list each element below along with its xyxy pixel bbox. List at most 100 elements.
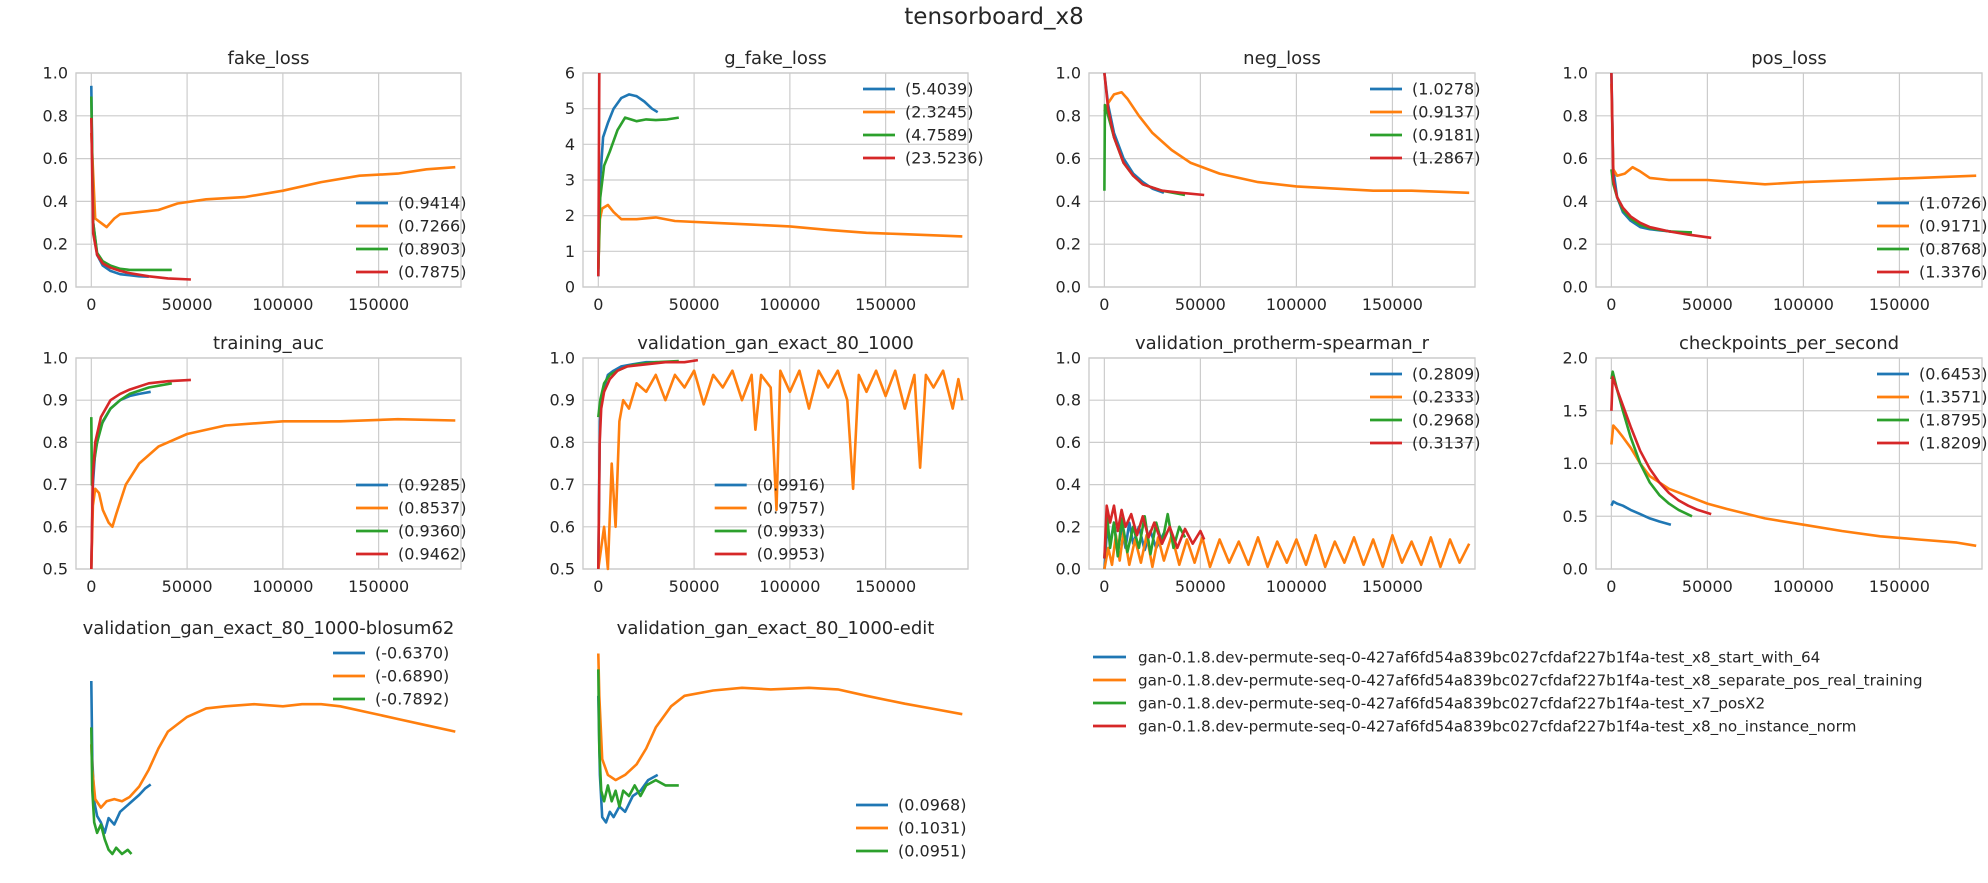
legend-label: (0.3137)	[1412, 434, 1480, 453]
legend-label: (0.0968)	[898, 796, 966, 815]
legend-label: (0.9171)	[1919, 217, 1987, 236]
legend-label: (2.3245)	[905, 103, 973, 122]
y-tick-label: 1	[565, 242, 575, 261]
x-tick-label: 150000	[1869, 577, 1930, 596]
y-tick-label: 0.8	[43, 433, 68, 452]
legend-label: (5.4039)	[905, 80, 973, 99]
y-tick-label: 1.0	[1563, 64, 1588, 83]
series-line	[90, 132, 456, 229]
series-line	[1610, 370, 1693, 518]
series-line	[90, 727, 133, 856]
legend-label: (-0.6370)	[375, 644, 449, 663]
legend-label: (1.8209)	[1919, 434, 1987, 453]
y-tick-label: 0.9	[43, 391, 68, 410]
legend-label: (1.3571)	[1919, 388, 1987, 407]
series-line	[597, 203, 963, 270]
series-line	[90, 378, 191, 570]
y-tick-label: 0.2	[43, 235, 68, 254]
x-tick-label: 0	[593, 577, 603, 596]
y-tick-label: 1.0	[43, 349, 68, 368]
y-tick-label: 1.0	[1056, 64, 1081, 83]
legend-label: (0.8768)	[1919, 240, 1987, 259]
plot-frame	[1595, 357, 1983, 570]
series-line	[597, 695, 659, 824]
y-tick-label: 0.6	[1563, 149, 1588, 168]
x-tick-label: 100000	[252, 577, 313, 596]
legend-label: (0.9137)	[1412, 103, 1480, 122]
plot-frame	[75, 357, 462, 570]
series-line	[597, 369, 964, 571]
legend-label: (0.9414)	[398, 194, 466, 213]
legend-label: (0.7266)	[398, 217, 466, 236]
legend-label: (0.9916)	[757, 476, 825, 495]
legend-label: (0.9360)	[398, 522, 466, 541]
x-tick-label: 150000	[348, 577, 409, 596]
x-tick-label: 50000	[1175, 577, 1226, 596]
plot-frame	[1088, 357, 1476, 570]
y-tick-label: 4	[565, 135, 575, 154]
x-tick-label: 100000	[252, 295, 313, 314]
series-line	[1610, 72, 1672, 233]
chart-title: g_fake_loss	[724, 48, 826, 69]
chart-title: checkpoints_per_second	[1679, 333, 1899, 354]
y-tick-label: 0.4	[1056, 475, 1081, 494]
plot-frame	[1088, 72, 1476, 288]
series-line	[90, 680, 152, 835]
series-line	[597, 653, 963, 782]
chart-2: neg_loss 0.0 0.2 0.4 0.6 0.8 1.0 0 50000 100000 15…	[1056, 48, 1481, 314]
y-tick-label: 0.7	[43, 475, 68, 494]
legend-label: (0.2809)	[1412, 365, 1480, 384]
x-tick-label: 50000	[162, 577, 213, 596]
run-legend-label: gan-0.1.8.dev-permute-seq-0-427af6fd54a8…	[1138, 649, 1820, 668]
chart-title: neg_loss	[1243, 48, 1321, 69]
legend-label: (0.6453)	[1919, 365, 1987, 384]
y-tick-label: 0.8	[43, 106, 68, 125]
legend-label: (1.2867)	[1412, 149, 1480, 168]
series-line	[1103, 529, 1471, 570]
y-tick-label: 1.5	[1563, 401, 1588, 420]
y-tick-label: 0.0	[1563, 560, 1588, 579]
legend-label: (0.9953)	[757, 545, 825, 564]
x-tick-label: 50000	[162, 295, 213, 314]
x-tick-label: 0	[1606, 295, 1616, 314]
series-line	[1103, 504, 1206, 559]
legend-label: (1.0726)	[1919, 194, 1987, 213]
series-line	[1103, 91, 1470, 195]
x-tick-label: 0	[593, 295, 603, 314]
legend-label: (0.8537)	[398, 499, 466, 518]
legend-label: (0.9757)	[757, 499, 825, 518]
legend-label: (0.8903)	[398, 240, 466, 259]
y-tick-label: 0.8	[1563, 106, 1588, 125]
chart-title: fake_loss	[228, 48, 310, 69]
y-tick-label: 1.0	[550, 349, 575, 368]
x-tick-label: 100000	[759, 577, 820, 596]
chart-9: validation_gan_exact_80_1000-edit (0.0968…	[597, 618, 966, 861]
x-tick-label: 100000	[759, 295, 820, 314]
series-line	[597, 669, 679, 808]
legend-label: (0.2333)	[1412, 388, 1480, 407]
series-line	[597, 358, 699, 570]
legend-label: (-0.7892)	[375, 690, 449, 709]
y-tick-label: 0.0	[1563, 278, 1588, 297]
x-tick-label: 50000	[1175, 295, 1226, 314]
x-tick-label: 0	[86, 295, 96, 314]
chart-3: pos_loss 0.0 0.2 0.4 0.6 0.8 1.0 0 50000 100000 15…	[1563, 48, 1988, 314]
run-legend-label: gan-0.1.8.dev-permute-seq-0-427af6fd54a8…	[1138, 695, 1765, 714]
y-tick-label: 0.8	[1056, 106, 1081, 125]
y-tick-label: 5	[565, 99, 575, 118]
x-tick-label: 0	[1099, 577, 1109, 596]
legend-label: (0.1031)	[898, 819, 966, 838]
chart-title: validation_gan_exact_80_1000-blosum62	[83, 618, 455, 639]
chart-4: training_auc 0.5 0.6 0.7 0.8 0.9 1.0 0 50000 1000…	[43, 333, 467, 596]
chart-7: checkpoints_per_second 0.0 0.5 1.0 1.5 2.0 0 50…	[1563, 333, 1988, 596]
x-tick-label: 100000	[1266, 295, 1327, 314]
x-tick-label: 150000	[1362, 577, 1423, 596]
x-tick-label: 150000	[855, 295, 916, 314]
y-tick-label: 0.6	[550, 517, 575, 536]
x-tick-label: 50000	[1682, 295, 1733, 314]
legend-label: (1.3376)	[1919, 263, 1987, 282]
figure-title: tensorboard_x8	[904, 4, 1084, 30]
run-legend-label: gan-0.1.8.dev-permute-seq-0-427af6fd54a8…	[1138, 718, 1856, 737]
series-line	[90, 702, 456, 809]
legend-label: (1.8795)	[1919, 411, 1987, 430]
